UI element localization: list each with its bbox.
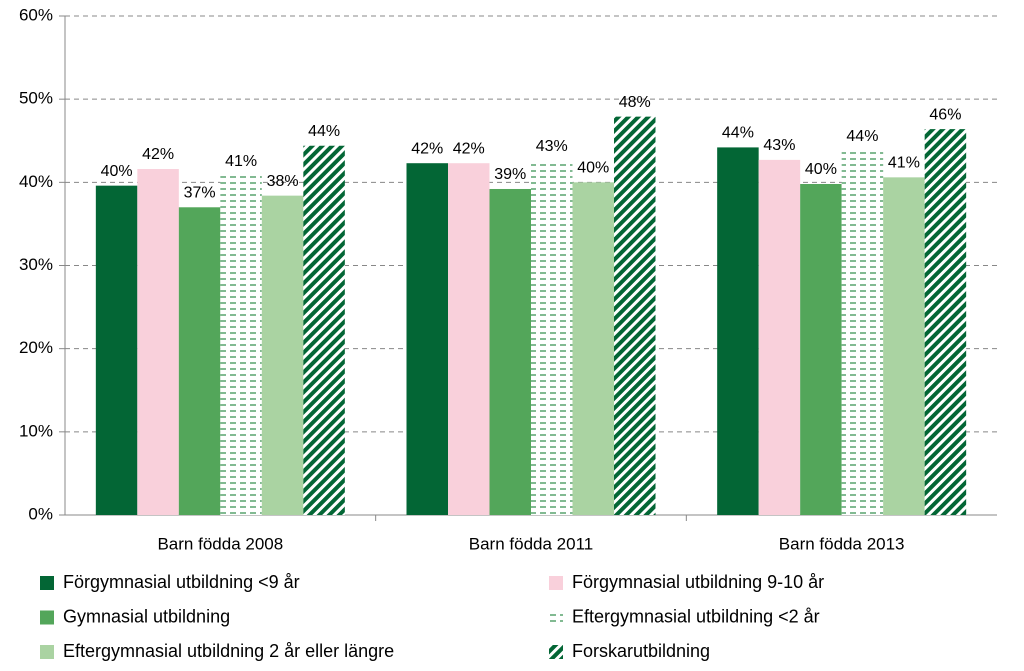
legend-swatch	[40, 645, 54, 659]
legend-label: Förgymnasial utbildning <9 år	[63, 572, 300, 592]
value-label: 39%	[494, 166, 526, 183]
bar	[448, 163, 490, 515]
bar	[717, 147, 759, 516]
y-tick-label: 20%	[19, 338, 53, 357]
bar	[489, 188, 531, 515]
bar	[531, 160, 573, 515]
value-label: 43%	[536, 138, 568, 155]
legend-label: Förgymnasial utbildning 9-10 år	[572, 572, 824, 592]
value-label: 48%	[619, 94, 651, 111]
value-label: 41%	[888, 155, 920, 172]
y-tick-label: 40%	[19, 172, 53, 191]
bar	[841, 150, 884, 516]
value-label: 46%	[929, 106, 961, 123]
legend-label: Eftergymnasial utbildning 2 år eller län…	[63, 641, 394, 661]
bar	[800, 183, 842, 515]
legend-swatch	[549, 610, 563, 625]
bar	[406, 163, 448, 515]
legend-label: Gymnasial utbildning	[63, 606, 230, 626]
bar	[137, 169, 179, 515]
y-tick-label: 50%	[19, 89, 53, 108]
bar	[614, 116, 656, 516]
legend-swatch	[40, 576, 54, 590]
y-tick-label: 0%	[28, 504, 53, 523]
bar	[924, 129, 967, 515]
value-label: 40%	[577, 160, 609, 177]
value-label: 42%	[453, 140, 485, 157]
legend-swatch	[549, 645, 563, 659]
legend-swatch	[549, 576, 563, 590]
x-tick-label: Barn födda 2008	[157, 534, 283, 553]
value-label: 40%	[805, 161, 837, 178]
value-label: 41%	[225, 153, 257, 170]
bar	[758, 159, 801, 515]
value-label: 42%	[411, 140, 443, 157]
legend-swatch	[40, 610, 54, 625]
value-label: 44%	[308, 123, 340, 140]
y-tick-label: 60%	[19, 5, 53, 24]
bar	[303, 145, 345, 516]
bar	[95, 185, 138, 515]
value-label: 42%	[142, 146, 174, 163]
value-label: 44%	[846, 128, 878, 145]
x-tick-label: Barn födda 2013	[779, 534, 905, 553]
y-tick-label: 30%	[19, 255, 53, 274]
bar	[883, 177, 925, 516]
legend-label: Forskarutbildning	[572, 641, 710, 661]
bar	[261, 195, 304, 515]
x-tick-label: Barn födda 2011	[469, 534, 593, 553]
legend-label: Eftergymnasial utbildning <2 år	[572, 606, 820, 626]
value-label: 37%	[184, 185, 216, 202]
value-label: 44%	[722, 125, 754, 142]
value-label: 40%	[101, 163, 133, 180]
y-tick-label: 10%	[19, 421, 53, 440]
value-label: 38%	[267, 173, 299, 190]
bar	[220, 175, 262, 515]
bar	[178, 207, 221, 516]
value-label: 43%	[763, 137, 795, 154]
bar	[572, 182, 614, 516]
